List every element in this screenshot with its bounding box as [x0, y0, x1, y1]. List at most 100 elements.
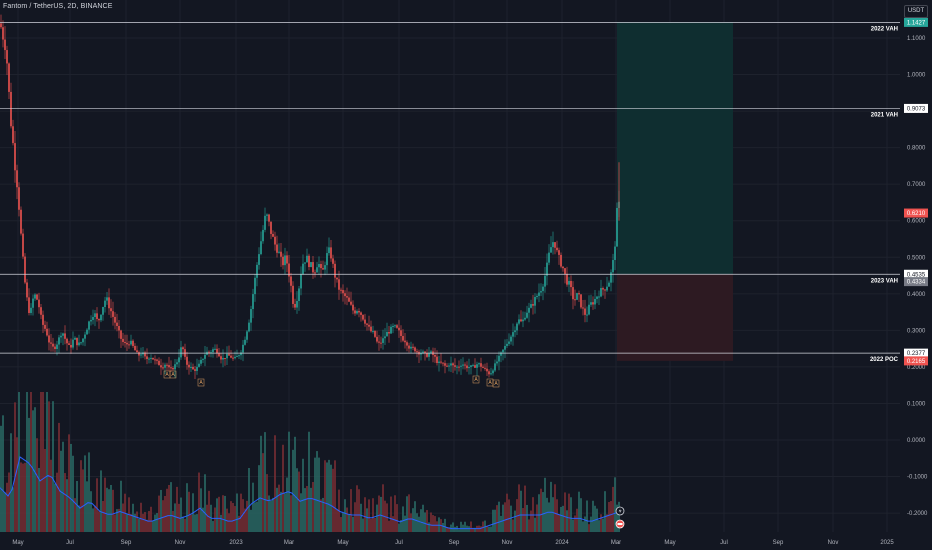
- candle-body: [74, 337, 76, 340]
- horizontal-levels: 2022 VAH 2021 VAH 2023 VAH 2022 POC: [0, 22, 900, 363]
- candle-body: [174, 364, 176, 370]
- x-axis-tick: Nov: [502, 540, 513, 546]
- volume-bar: [346, 507, 348, 532]
- volume-bar: [54, 483, 56, 532]
- volume-bar: [286, 477, 288, 532]
- volume-bar: [382, 484, 384, 532]
- volume-bar: [442, 522, 444, 532]
- volume-bar: [82, 469, 84, 532]
- volume-bar: [396, 504, 398, 532]
- candle-body: [34, 294, 36, 299]
- candle-body: [118, 326, 120, 331]
- candle-body: [606, 286, 608, 291]
- volume-bar: [206, 504, 208, 532]
- volume-bar: [164, 495, 166, 532]
- candle-body: [414, 347, 416, 352]
- volume-bars: [0, 392, 620, 532]
- volume-bar: [66, 479, 68, 532]
- volume-bar: [444, 518, 446, 532]
- volume-bar: [392, 516, 394, 532]
- volume-bar: [362, 518, 364, 532]
- candle-body: [588, 304, 590, 315]
- volume-bar: [330, 464, 332, 532]
- volume-bar: [304, 488, 306, 532]
- volume-bar: [260, 435, 262, 532]
- volume-bar: [598, 520, 600, 532]
- candle-body: [258, 254, 260, 265]
- candle-body: [218, 353, 220, 357]
- volume-bar: [470, 521, 472, 532]
- volume-bar: [298, 471, 300, 532]
- volume-bar: [166, 488, 168, 532]
- volume-bar: [514, 510, 516, 532]
- volume-bar: [448, 527, 450, 532]
- volume-bar: [110, 484, 112, 532]
- volume-bar: [92, 508, 94, 532]
- volume-bar: [334, 460, 336, 532]
- volume-bar: [56, 472, 58, 532]
- x-axis-tick: Jul: [720, 540, 728, 546]
- candle-body: [514, 330, 516, 333]
- volume-bar: [398, 523, 400, 532]
- volume-bar: [32, 410, 34, 532]
- price-tag-label: 0.2377: [907, 351, 926, 357]
- volume-bar: [28, 417, 30, 532]
- candle-body: [512, 332, 514, 337]
- candle-body: [110, 308, 112, 312]
- candle-body: [564, 268, 566, 274]
- candle-body: [584, 308, 586, 315]
- candle-body: [80, 342, 82, 344]
- volume-bar: [146, 519, 148, 532]
- volume-bar: [272, 497, 274, 532]
- candle-body: [254, 277, 256, 295]
- x-axis-tick: May: [337, 540, 348, 546]
- level-label: 2023 VAH: [871, 278, 898, 284]
- candle-body: [78, 342, 80, 346]
- candle-body: [376, 336, 378, 342]
- volume-bar: [270, 500, 272, 532]
- volume-bar: [428, 522, 430, 532]
- volume-bar: [550, 481, 552, 532]
- candle-body: [412, 346, 414, 348]
- volume-bar: [590, 516, 592, 532]
- candle-body: [466, 365, 468, 369]
- volume-bar: [600, 514, 602, 532]
- candle-body: [474, 365, 476, 368]
- volume-bar: [24, 462, 26, 532]
- volume-bar: [526, 504, 528, 532]
- candle-body: [354, 310, 356, 314]
- volume-bar: [350, 489, 352, 532]
- alert-glyph: [617, 523, 623, 525]
- candle-body: [422, 351, 424, 353]
- candle-body: [562, 266, 564, 269]
- candle-body: [374, 330, 376, 337]
- candle-body: [46, 328, 48, 336]
- candle-body: [82, 338, 84, 343]
- volume-bar: [246, 500, 248, 532]
- candle-body: [288, 263, 290, 277]
- volume-bar: [256, 501, 258, 532]
- candle-body: [116, 322, 118, 327]
- volume-bar: [366, 508, 368, 532]
- candle-body: [460, 365, 462, 367]
- candle-body: [72, 339, 74, 348]
- volume-bar: [530, 510, 532, 532]
- volume-bar: [594, 505, 596, 532]
- pivot-marker-box: [472, 375, 480, 384]
- candle-body: [448, 365, 450, 367]
- candle-body: [56, 344, 58, 350]
- volume-bar: [250, 509, 252, 532]
- candle-body: [48, 335, 50, 343]
- currency-button[interactable]: USDT: [904, 5, 928, 18]
- volume-bar: [394, 495, 396, 532]
- volume-bar: [156, 513, 158, 532]
- candle-body: [188, 364, 190, 368]
- candle-body: [122, 338, 124, 342]
- candle-body: [366, 323, 368, 325]
- pivot-marker-label: A: [171, 372, 175, 378]
- volume-bar: [68, 434, 70, 532]
- volume-bar: [312, 482, 314, 532]
- candle-body: [334, 263, 336, 278]
- candle-body: [612, 260, 614, 273]
